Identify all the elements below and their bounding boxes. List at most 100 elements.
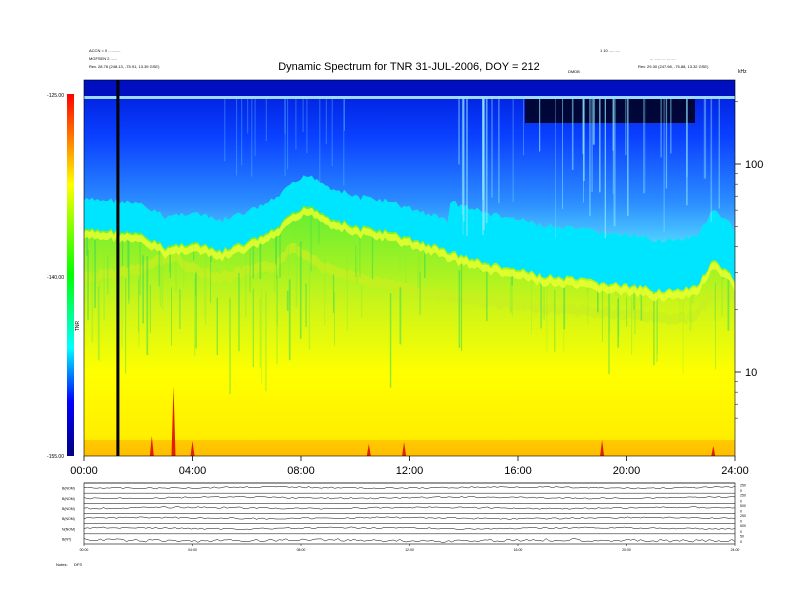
texture-streak	[238, 272, 240, 352]
header-left-line-3: Rev. 28.76 (248.13, -75.91, 13.39 GSE)	[89, 64, 160, 69]
lower-x-tick-label: 12:00	[405, 548, 414, 552]
texture-streak	[99, 279, 101, 362]
texture-streak	[587, 273, 589, 324]
emission-streak	[343, 99, 345, 186]
header-left-line-2: MGFSEN 2 ......	[89, 56, 117, 61]
texture-streak	[87, 249, 89, 321]
texture-streak	[682, 294, 684, 375]
red-spike	[711, 446, 716, 456]
emission-streak	[302, 99, 304, 132]
texture-streak	[91, 249, 94, 343]
x-tick-label: 04:00	[179, 465, 207, 477]
texture-streak	[355, 245, 357, 277]
texture-streak	[194, 279, 196, 356]
texture-streak	[146, 256, 149, 356]
lower-panel-trace	[83, 538, 736, 543]
texture-streak	[96, 220, 98, 283]
emission-streak	[306, 99, 308, 153]
colorbar	[67, 94, 74, 456]
lower-x-tick-label: 20:00	[622, 548, 631, 552]
texture-streak	[97, 286, 99, 360]
emission-streak	[265, 99, 267, 142]
texture-streak	[195, 273, 196, 297]
cyan-region	[84, 175, 735, 293]
texture-streak	[288, 187, 289, 276]
emission-streak	[331, 99, 333, 167]
emission-streak	[498, 99, 500, 204]
lower-panel-label: B(NOM)	[62, 497, 75, 501]
lower-panel-tick: 250	[740, 514, 746, 518]
x-tick-label: 12:00	[396, 465, 424, 477]
lower-panel-tick: 0	[740, 489, 742, 493]
texture-streak	[288, 279, 291, 361]
texture-streak	[608, 277, 610, 375]
header-right-line-3: Rev. 29.30 (247.98, -75.88, 13.32 GSE)	[638, 64, 709, 69]
texture-streak	[715, 282, 716, 370]
texture-streak	[318, 210, 320, 244]
emission-streak	[663, 99, 665, 232]
texture-streak	[245, 234, 247, 317]
texture-streak	[310, 182, 312, 272]
x-tick-label: 00:00	[70, 465, 98, 477]
lower-panel-tick: 50	[740, 534, 744, 538]
emission-streak	[660, 99, 662, 158]
texture-streak	[274, 264, 276, 293]
colorbar-tick-bottom: -155.00	[47, 454, 64, 460]
emission-streak	[604, 99, 606, 239]
emission-streak	[241, 99, 243, 166]
lower-panel-label: B(NOM)	[62, 507, 75, 511]
spectrogram-plot	[84, 80, 735, 456]
texture-streak	[597, 291, 599, 312]
texture-streak	[653, 267, 655, 366]
texture-streak	[128, 212, 130, 301]
texture-streak	[308, 264, 311, 350]
emission-streak	[686, 99, 688, 206]
lower-panel-trace	[83, 526, 736, 530]
texture-streak	[332, 274, 335, 313]
red-spike	[190, 441, 195, 456]
lower-x-tick-label: 00:00	[80, 548, 89, 552]
emission-streak	[612, 99, 614, 151]
texture-streak	[158, 236, 160, 287]
emission-streak	[254, 99, 256, 157]
emission-streak	[284, 99, 286, 176]
emission-streak	[224, 99, 226, 162]
emission-streak	[463, 99, 465, 222]
texture-streak	[171, 287, 172, 346]
red-spike	[149, 436, 154, 456]
texture-streak	[204, 270, 205, 318]
y-tick-label: 100	[745, 159, 763, 171]
texture-streak	[543, 279, 545, 320]
texture-streak	[121, 224, 124, 266]
texture-streak	[139, 221, 141, 296]
texture-streak	[546, 260, 548, 352]
lower-panel-tick: 500	[740, 524, 746, 528]
lower-x-tick-label: 04:00	[188, 548, 197, 552]
lower-panel-trace	[83, 496, 736, 500]
emission-streak	[670, 99, 672, 154]
red-spike	[600, 440, 605, 456]
texture-streak	[554, 289, 556, 352]
emission-streak	[613, 99, 616, 227]
emission-streak	[325, 99, 327, 145]
texture-streak	[355, 194, 357, 257]
texture-streak	[94, 235, 96, 308]
lower-panel-tick: 250	[740, 494, 746, 498]
lower-panel-label: B(NT)	[62, 537, 71, 541]
x-tick-label: 20:00	[613, 465, 641, 477]
emission-streak	[319, 99, 321, 188]
texture-streak	[205, 241, 207, 326]
texture-streak	[125, 278, 127, 374]
texture-streak	[286, 290, 289, 311]
lower-panel-tick: 250	[740, 484, 746, 488]
lower-panel-tick: 0	[740, 510, 742, 514]
texture-streak	[138, 276, 140, 348]
lower-panel-trace	[83, 506, 736, 510]
footer-notes-value: DFS	[74, 562, 82, 567]
emission-streak	[523, 99, 524, 156]
emission-streak	[625, 99, 627, 155]
lower-x-tick-label: 08:00	[297, 548, 306, 552]
texture-streak	[399, 287, 402, 345]
yellow-green-band	[84, 242, 735, 325]
texture-streak	[419, 271, 421, 315]
